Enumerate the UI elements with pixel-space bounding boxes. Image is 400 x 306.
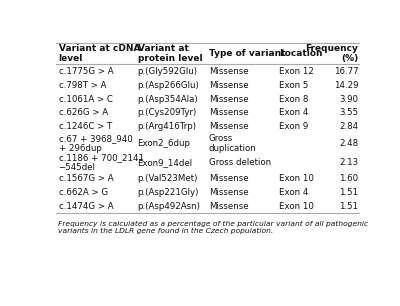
Text: 3.55: 3.55	[339, 108, 358, 118]
Text: c.1474G > A: c.1474G > A	[58, 202, 113, 211]
Text: Exon2_6dup: Exon2_6dup	[138, 139, 190, 148]
Text: Exon 8: Exon 8	[279, 95, 308, 104]
Text: p.(Gly592Glu): p.(Gly592Glu)	[138, 67, 198, 76]
Text: Frequency is calculated as a percentage of the particular variant of all pathoge: Frequency is calculated as a percentage …	[58, 221, 368, 234]
Text: Missense: Missense	[209, 122, 248, 131]
Text: p.(Arg416Trp): p.(Arg416Trp)	[138, 122, 196, 131]
Text: 2.84: 2.84	[339, 122, 358, 131]
Text: Exon 5: Exon 5	[279, 81, 308, 90]
Text: p.(Asp266Glu): p.(Asp266Glu)	[138, 81, 199, 90]
Text: 2.13: 2.13	[339, 158, 358, 167]
Text: c.1246C > T: c.1246C > T	[58, 122, 112, 131]
Text: Variant at
protein level: Variant at protein level	[138, 44, 202, 63]
Text: p.(Val523Met): p.(Val523Met)	[138, 174, 198, 183]
Text: Location: Location	[279, 49, 322, 58]
Text: Variant at cDNA
level: Variant at cDNA level	[58, 44, 140, 63]
Text: 1.51: 1.51	[339, 202, 358, 211]
Text: p.(Asp221Gly): p.(Asp221Gly)	[138, 188, 199, 197]
Text: c.67 + 3968_940
+ 296dup: c.67 + 3968_940 + 296dup	[58, 134, 132, 153]
Text: c.662A > G: c.662A > G	[58, 188, 108, 197]
Text: Exon9_14del: Exon9_14del	[138, 158, 193, 167]
Text: Exon 12: Exon 12	[279, 67, 314, 76]
Text: p.(Asp492Asn): p.(Asp492Asn)	[138, 202, 200, 211]
Text: 3.90: 3.90	[340, 95, 358, 104]
Text: Exon 4: Exon 4	[279, 188, 308, 197]
Text: Missense: Missense	[209, 202, 248, 211]
Text: Type of variant: Type of variant	[209, 49, 285, 58]
Text: Exon 10: Exon 10	[279, 174, 314, 183]
Text: 16.77: 16.77	[334, 67, 358, 76]
Text: Missense: Missense	[209, 108, 248, 118]
Text: 1.60: 1.60	[339, 174, 358, 183]
Text: Missense: Missense	[209, 188, 248, 197]
Text: Exon 4: Exon 4	[279, 108, 308, 118]
Text: p.(Asp354Ala): p.(Asp354Ala)	[138, 95, 198, 104]
Text: Frequency
(%): Frequency (%)	[306, 44, 358, 63]
Text: Missense: Missense	[209, 174, 248, 183]
Text: p.(Cys209Tyr): p.(Cys209Tyr)	[138, 108, 197, 118]
Text: 1.51: 1.51	[339, 188, 358, 197]
Text: c.798T > A: c.798T > A	[58, 81, 106, 90]
Text: Exon 9: Exon 9	[279, 122, 308, 131]
Text: c.1186 + 700_2141
−545del: c.1186 + 700_2141 −545del	[58, 153, 144, 172]
Text: Missense: Missense	[209, 67, 248, 76]
Text: 14.29: 14.29	[334, 81, 358, 90]
Text: c.1775G > A: c.1775G > A	[58, 67, 113, 76]
Text: Exon 10: Exon 10	[279, 202, 314, 211]
Text: 2.48: 2.48	[339, 139, 358, 148]
Text: c.626G > A: c.626G > A	[58, 108, 108, 118]
Text: Missense: Missense	[209, 81, 248, 90]
Text: Gross
duplication: Gross duplication	[209, 134, 257, 153]
Text: Missense: Missense	[209, 95, 248, 104]
Text: c.1061A > C: c.1061A > C	[58, 95, 112, 104]
Text: c.1567G > A: c.1567G > A	[58, 174, 113, 183]
Text: Gross deletion: Gross deletion	[209, 158, 271, 167]
